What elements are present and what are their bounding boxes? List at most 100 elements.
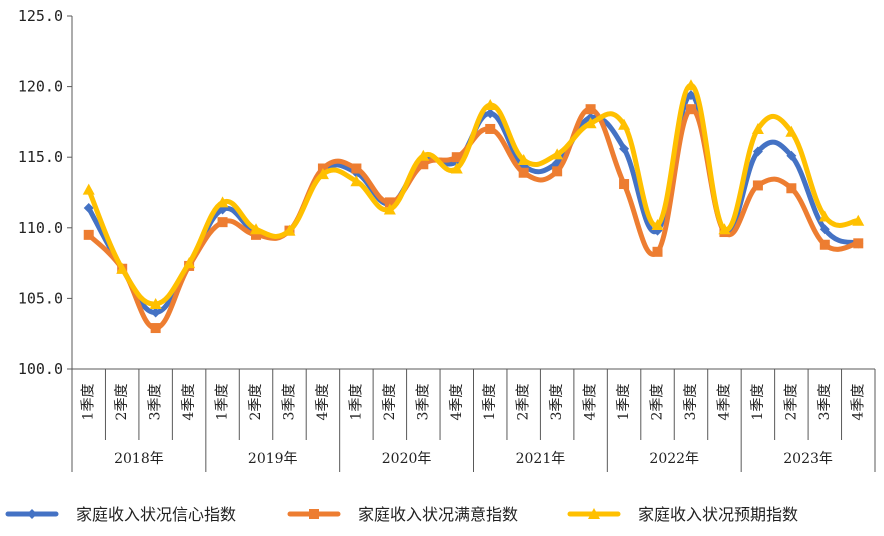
data-point <box>250 223 263 235</box>
data-point <box>384 197 395 208</box>
legend-item-3: 家庭收入状况预期指数 <box>567 505 798 524</box>
x-tick-label: 2季度 <box>516 384 532 421</box>
legend-swatch-marker <box>309 509 319 519</box>
data-point <box>618 118 631 130</box>
legend-label: 家庭收入状况满意指数 <box>358 505 518 524</box>
y-axis-tick-labels: 100.0 105.0 110.0 115.0 120.0 125.0 <box>18 7 63 378</box>
x-group-label: 2021年 <box>516 451 566 467</box>
data-point <box>217 217 228 228</box>
x-tick-label: 3季度 <box>817 384 833 421</box>
x-tick-label: 3季度 <box>281 384 297 421</box>
y-tick-label: 110.0 <box>18 219 63 237</box>
x-tick-label: 4季度 <box>181 384 197 421</box>
chart-legend: 家庭收入状况信心指数 家庭收入状况满意指数 家庭收入状况预期指数 <box>5 505 798 524</box>
x-axis-year-labels: 2018年 2019年 2020年 2021年 2022年 2023年 <box>114 451 833 467</box>
x-tick-label: 4季度 <box>716 384 732 421</box>
data-point <box>818 210 831 222</box>
data-point <box>216 196 229 208</box>
data-point <box>316 168 329 180</box>
data-point <box>518 167 529 178</box>
data-point <box>150 307 161 318</box>
x-tick-label: 3季度 <box>683 384 699 421</box>
data-point <box>752 180 763 191</box>
data-point <box>853 238 864 249</box>
data-point <box>251 229 262 240</box>
data-point <box>383 203 396 215</box>
data-point <box>517 154 530 166</box>
x-tick-label: 4季度 <box>850 384 866 421</box>
x-tick-label: 3季度 <box>415 384 431 421</box>
x-tick-label: 1季度 <box>348 384 364 421</box>
y-tick-label: 115.0 <box>18 148 63 166</box>
data-point <box>685 90 696 101</box>
data-point <box>485 123 496 134</box>
x-tick-label: 1季度 <box>750 384 766 421</box>
legend-item-2: 家庭收入状况满意指数 <box>287 505 518 524</box>
data-point <box>83 203 94 214</box>
x-tick-label: 2季度 <box>114 384 130 421</box>
data-point <box>786 183 797 194</box>
x-tick-label: 1季度 <box>616 384 632 421</box>
x-tick-label: 2季度 <box>650 384 666 421</box>
y-tick-label: 105.0 <box>18 289 63 307</box>
x-group-label: 2019年 <box>248 451 298 467</box>
legend-item-1: 家庭收入状况信心指数 <box>5 505 236 524</box>
series-2-line <box>86 106 861 331</box>
x-tick-label: 4季度 <box>449 384 465 421</box>
x-axis-tick-labels: 1季度 2季度 3季度 4季度 1季度 2季度 3季度 4季度 1季度 2季度 3季度 4季度 1季度 2… <box>81 384 867 421</box>
data-point <box>552 166 563 177</box>
y-tick-label: 100.0 <box>18 360 63 378</box>
chart-axes <box>67 15 876 472</box>
data-point <box>350 175 363 187</box>
x-tick-label: 4季度 <box>315 384 331 421</box>
data-point <box>585 104 596 115</box>
data-point <box>149 298 162 310</box>
x-group-label: 2018年 <box>114 451 164 467</box>
data-point <box>651 218 664 230</box>
data-point <box>852 214 865 226</box>
legend-label: 家庭收入状况信心指数 <box>76 505 236 524</box>
x-tick-label: 3季度 <box>148 384 164 421</box>
data-point <box>819 239 830 250</box>
x-tick-label: 2季度 <box>248 384 264 421</box>
data-point <box>752 146 763 157</box>
x-tick-label: 1季度 <box>81 384 97 421</box>
x-tick-label: 4季度 <box>583 384 599 421</box>
x-tick-label: 2季度 <box>783 384 799 421</box>
series-lines <box>82 79 865 334</box>
data-point <box>485 108 496 119</box>
x-group-label: 2020年 <box>382 451 432 467</box>
series-3 <box>82 79 865 310</box>
x-tick-label: 3季度 <box>549 384 565 421</box>
data-point <box>183 257 196 269</box>
data-point <box>82 183 95 195</box>
data-point <box>83 229 94 240</box>
legend-swatch-marker <box>588 508 600 519</box>
data-point <box>819 224 830 235</box>
data-point <box>584 117 597 129</box>
data-point <box>417 149 430 161</box>
legend-swatch-marker <box>27 509 37 519</box>
data-point <box>484 98 497 110</box>
data-point <box>684 79 697 91</box>
data-point <box>785 125 798 137</box>
x-tick-label: 1季度 <box>215 384 231 421</box>
legend-label: 家庭收入状况预期指数 <box>638 505 798 524</box>
data-point <box>351 163 362 174</box>
data-point <box>551 148 564 160</box>
data-point <box>718 223 731 235</box>
x-tick-label: 1季度 <box>482 384 498 421</box>
x-group-label: 2023年 <box>783 451 833 467</box>
data-point <box>619 179 630 190</box>
data-point <box>652 246 663 257</box>
x-tick-label: 2季度 <box>382 384 398 421</box>
data-point <box>685 104 696 115</box>
data-point <box>450 162 463 174</box>
data-point <box>619 143 630 154</box>
data-point <box>418 159 429 170</box>
data-point <box>451 152 462 163</box>
y-tick-label: 125.0 <box>18 7 63 25</box>
y-tick-label: 120.0 <box>18 78 63 96</box>
data-point <box>751 122 764 134</box>
